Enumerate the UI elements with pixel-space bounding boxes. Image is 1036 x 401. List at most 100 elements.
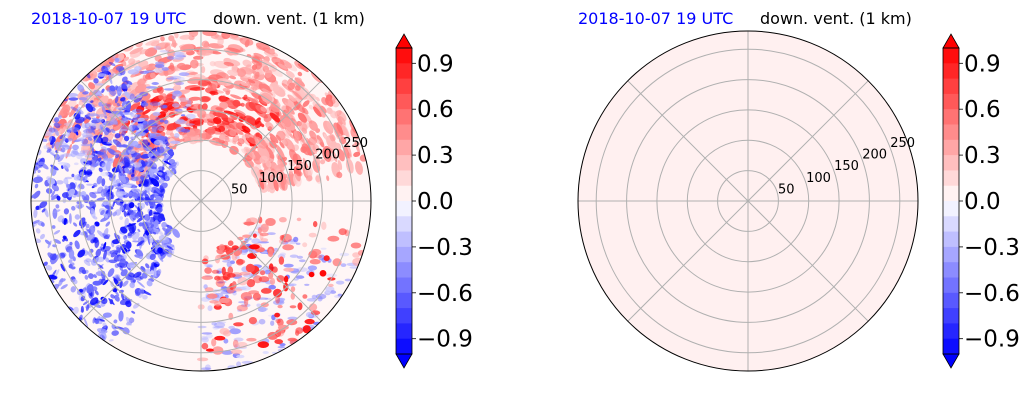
field-cell-positive: [215, 107, 225, 112]
field-cell-positive: [345, 142, 352, 158]
field-cell-negative: [306, 298, 318, 302]
field-cell-negative: [100, 136, 109, 144]
field-cell-positive: [207, 83, 217, 92]
field-cell-negative: [61, 165, 64, 169]
field-cell-negative: [100, 209, 105, 216]
field-cell-negative: [119, 265, 123, 271]
field-cell-positive: [285, 70, 295, 78]
field-cell-positive: [269, 112, 282, 124]
field-cell-positive: [244, 132, 258, 145]
field-cell-negative: [164, 88, 174, 91]
field-cell-positive: [332, 151, 338, 163]
field-cell-negative: [74, 240, 80, 250]
field-cell-negative: [63, 237, 69, 242]
colorbar-level: [396, 155, 412, 171]
field-cell-negative: [106, 147, 116, 155]
grid-spoke-45: [747, 80, 869, 202]
field-cell-negative: [127, 69, 140, 75]
field-cell-negative: [154, 63, 165, 68]
field-cell-negative: [128, 131, 135, 136]
field-cell-positive: [216, 122, 225, 129]
field-cell-negative: [139, 275, 144, 280]
field-cell-positive: [176, 62, 186, 69]
field-cell-positive: [302, 294, 308, 299]
field-cell-negative: [94, 221, 100, 227]
field-cell-positive: [241, 125, 251, 133]
field-cell-negative: [149, 194, 155, 200]
field-cell-negative: [77, 84, 85, 93]
field-cell-positive: [279, 121, 287, 130]
field-cell-positive: [211, 269, 220, 274]
field-cell-positive: [166, 123, 176, 131]
field-cell-negative: [76, 153, 83, 160]
field-cell-positive: [333, 122, 344, 137]
field-cell-positive: [237, 138, 245, 145]
field-cell-negative: [120, 269, 128, 277]
colorbar-level: [396, 292, 412, 309]
field-cell-positive: [320, 141, 325, 147]
field-cell-positive: [201, 342, 209, 350]
field-cell-negative: [129, 231, 137, 237]
field-cell-positive: [338, 228, 347, 236]
field-cell-positive: [312, 144, 320, 152]
field-cell-negative: [267, 232, 276, 236]
field-cell-negative: [262, 351, 269, 354]
field-cell-negative: [113, 319, 118, 324]
field-cell-negative: [131, 186, 138, 193]
field-cell-negative: [132, 240, 139, 243]
colorbar-level: [943, 201, 959, 217]
field-cell-negative: [283, 263, 294, 268]
field-cell-negative: [134, 144, 142, 149]
field-cell-negative: [145, 263, 150, 269]
field-cell-positive: [62, 109, 70, 116]
colorbar-level: [943, 155, 959, 171]
field-cell-negative: [78, 97, 88, 101]
field-cell-negative: [136, 240, 145, 247]
field-cell-negative: [123, 135, 130, 142]
ring-label-200: 200: [862, 148, 887, 163]
field-cell-negative: [161, 154, 170, 163]
field-cell-negative: [44, 239, 51, 245]
field-cell-negative: [251, 238, 261, 244]
field-cell-negative: [129, 263, 133, 269]
field-cell-positive: [305, 165, 313, 177]
field-cell-positive: [211, 338, 217, 347]
field-cell-negative: [123, 154, 133, 158]
field-cell-negative: [126, 146, 134, 150]
colorbar-level: [396, 277, 412, 294]
field-cell-negative: [94, 290, 99, 296]
field-cell-negative: [166, 55, 175, 60]
field-cell-negative: [73, 229, 81, 238]
field-cell-positive: [280, 128, 290, 139]
field-cell-negative: [320, 247, 327, 250]
field-cell-negative: [136, 280, 145, 288]
field-cell-positive: [99, 59, 108, 67]
field-cell-negative: [164, 174, 169, 181]
field-cell-negative: [295, 275, 305, 279]
field-cell-positive: [215, 279, 225, 288]
field-cell-negative: [149, 162, 158, 170]
field-cell-positive: [130, 49, 142, 58]
field-cell-negative: [122, 327, 130, 335]
field-cell-negative: [61, 153, 73, 157]
colorbar-tick-label: −0.3: [417, 235, 473, 261]
field-cell-negative: [46, 176, 51, 181]
field-cell-negative: [165, 246, 175, 255]
field-cell-negative: [97, 73, 107, 77]
field-cell-positive: [269, 82, 280, 92]
field-cell-negative: [59, 144, 70, 148]
field-cell-positive: [292, 173, 302, 187]
field-cell-negative: [340, 263, 347, 267]
field-cell-negative: [102, 204, 112, 211]
field-cell-negative: [131, 109, 143, 113]
field-cell-negative: [200, 367, 212, 371]
field-cell-negative: [116, 186, 123, 189]
field-cell-negative: [144, 269, 155, 275]
field-cell-positive: [302, 111, 313, 124]
field-cell-positive: [230, 94, 242, 100]
field-cell-positive: [294, 85, 301, 91]
field-cell-positive: [123, 56, 130, 62]
field-cell-negative: [82, 150, 86, 154]
colorbar-tick-label: 0.3: [417, 143, 454, 169]
field-cell-positive: [254, 117, 261, 125]
